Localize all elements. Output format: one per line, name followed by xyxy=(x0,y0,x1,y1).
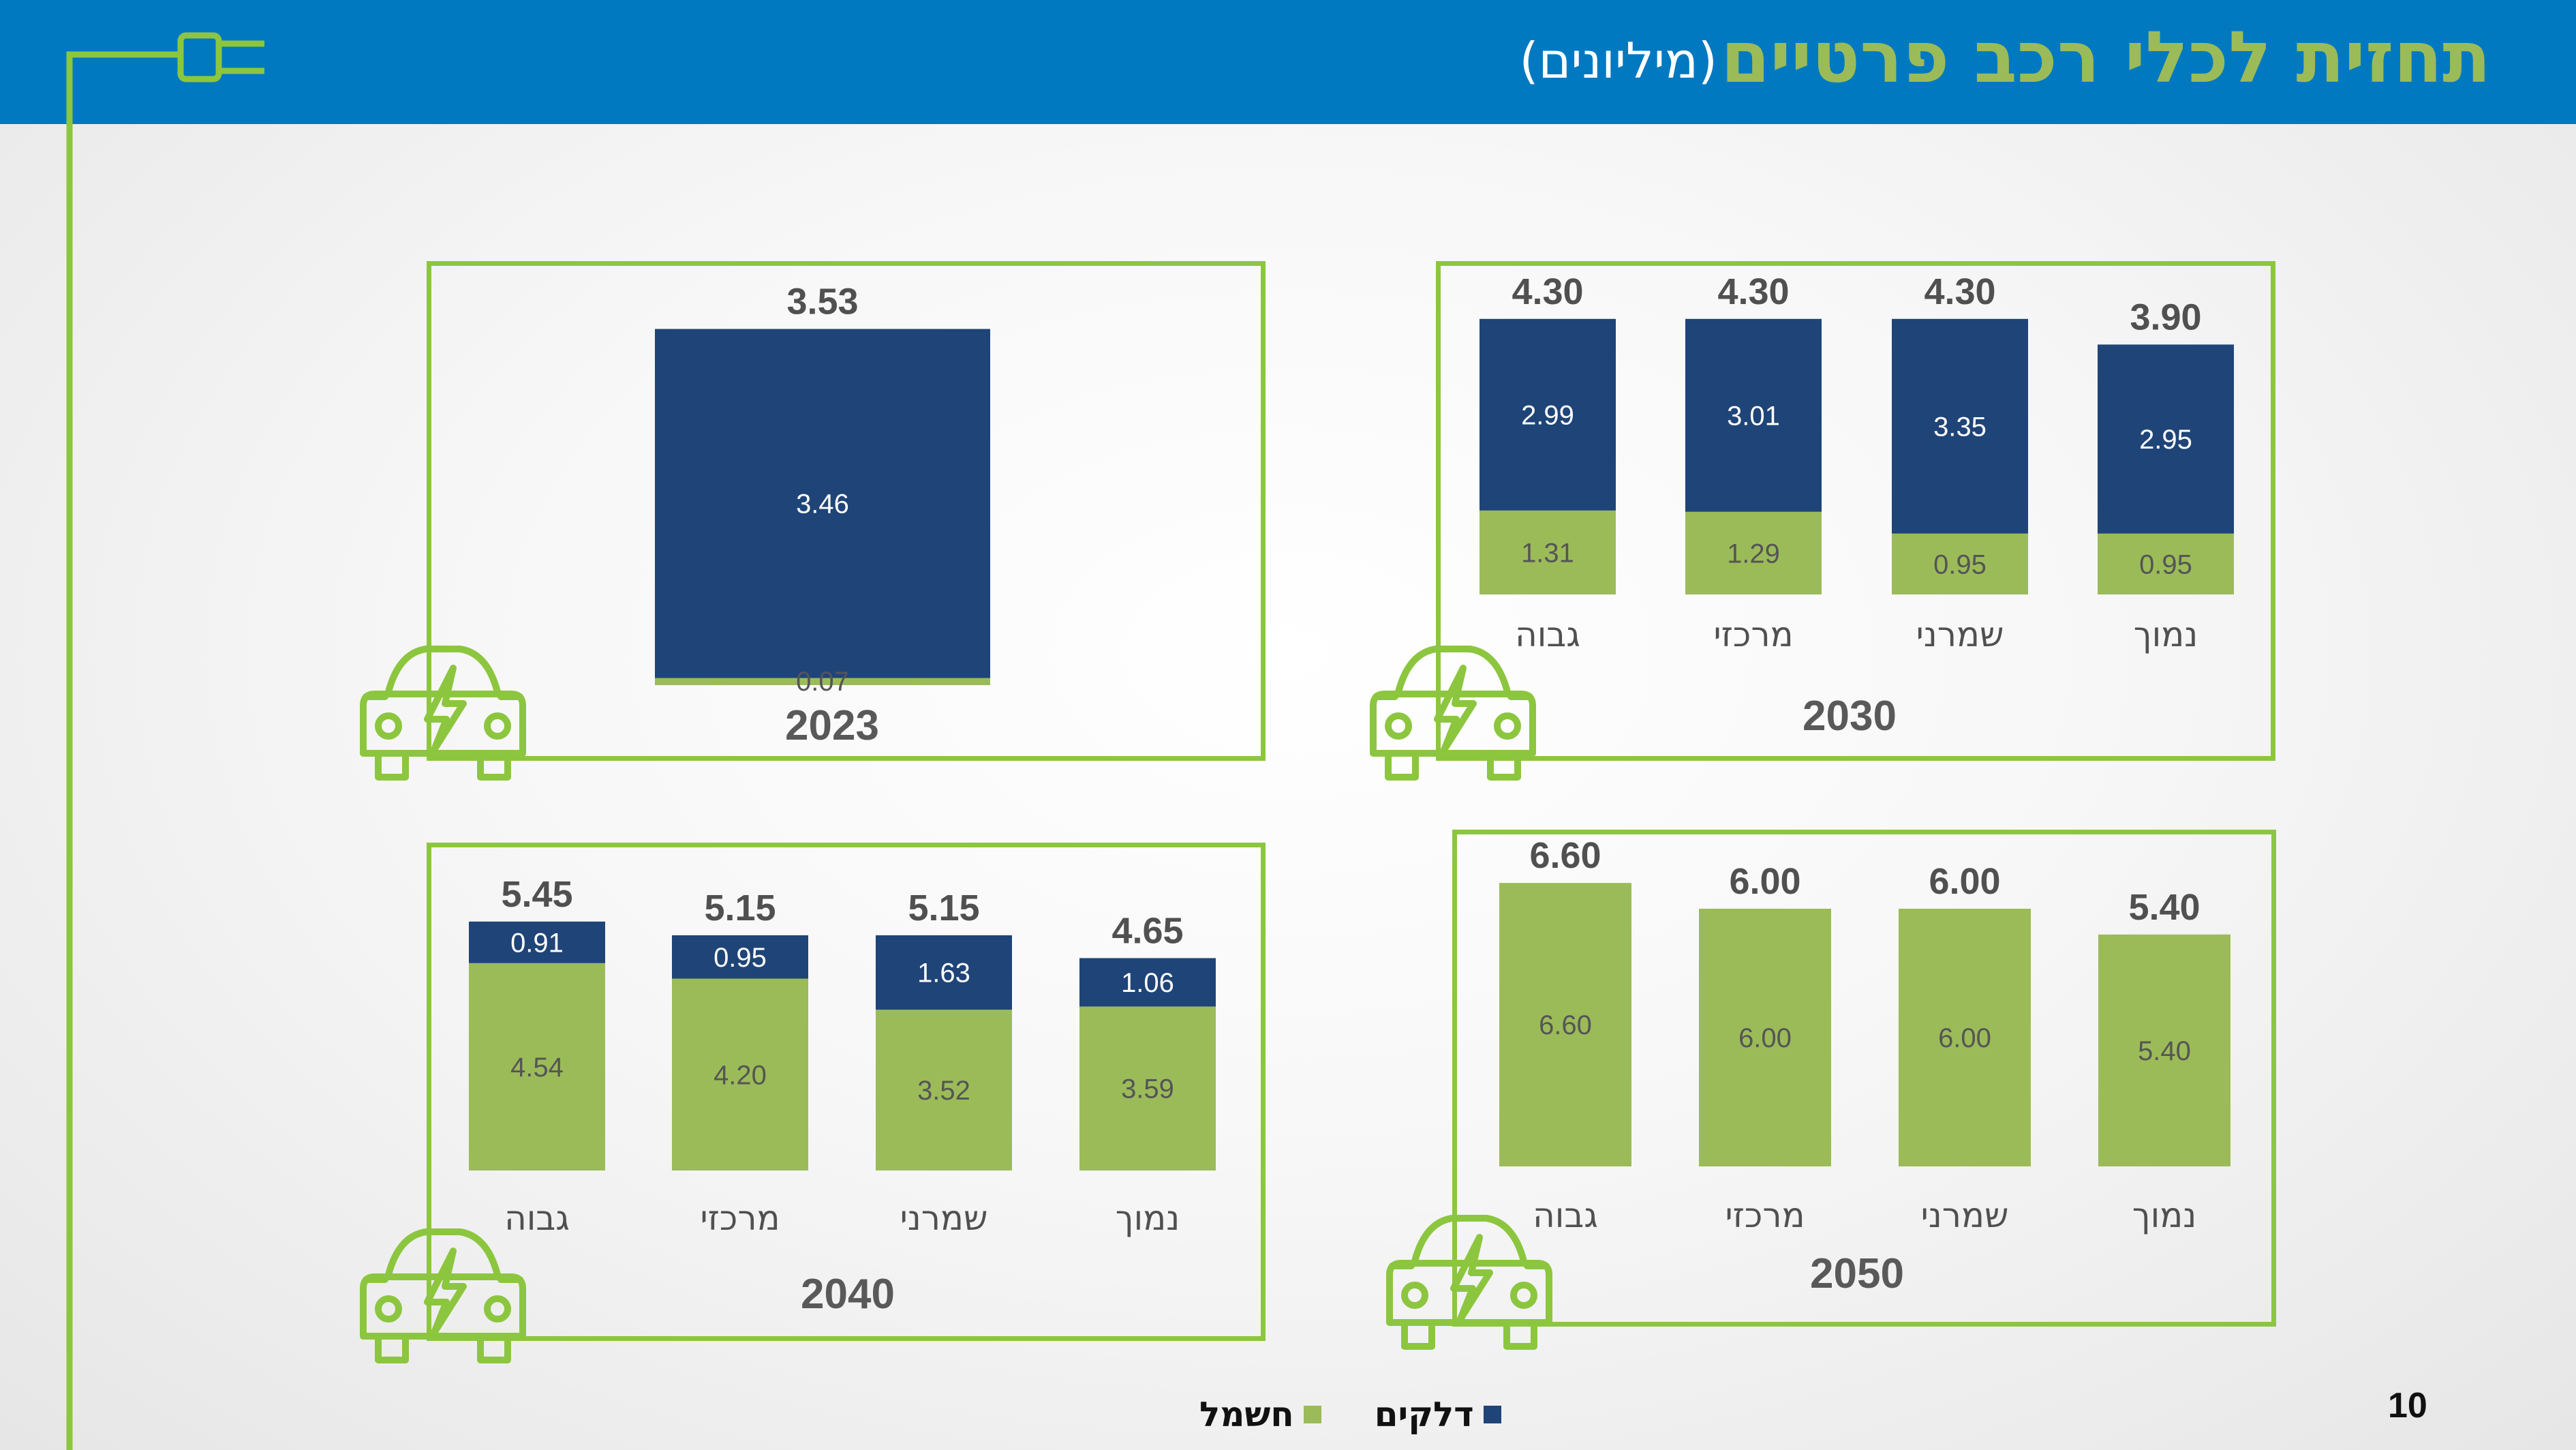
bar-electric xyxy=(1499,883,1631,1166)
data-label-electric: 4.54 xyxy=(510,1053,564,1083)
category-label: מרכזי xyxy=(1713,615,1793,654)
panel-2050 xyxy=(1452,830,2276,1327)
data-label-electric: 6.00 xyxy=(1938,1023,1991,1053)
page-subtitle: (מיליונים) xyxy=(1519,32,1717,89)
data-label-electric: 3.59 xyxy=(1121,1074,1174,1104)
legend: חשמל דלקים xyxy=(1199,1391,1501,1438)
page-title: תחזית לכלי רכב פרטיים xyxy=(1720,16,2491,99)
panel-2023 xyxy=(427,261,1266,761)
panel-2030 xyxy=(1436,261,2275,761)
bar-fuel xyxy=(469,921,605,963)
category-label: גבוה xyxy=(1533,1196,1598,1235)
bar-fuel xyxy=(655,329,990,678)
total-label: 4.30 xyxy=(1717,271,1789,312)
data-label-electric: 5.40 xyxy=(2138,1036,2191,1066)
data-label-fuel: 1.63 xyxy=(917,958,970,988)
bar-fuel xyxy=(1079,958,1216,1007)
bar-fuel xyxy=(876,935,1012,1010)
bar-fuel xyxy=(672,935,808,979)
category-label: שמרני xyxy=(1921,1196,2009,1235)
bar-electric xyxy=(1892,533,2028,594)
category-label: מרכזי xyxy=(1725,1196,1805,1235)
bar-electric xyxy=(1479,510,1616,594)
data-label-electric: 0.07 xyxy=(796,667,849,697)
total-label: 6.00 xyxy=(1729,861,1800,902)
data-label-fuel: 1.06 xyxy=(1121,968,1174,998)
bar-electric xyxy=(655,678,990,685)
chart-title: 2030 xyxy=(1803,693,1897,740)
total-label: 4.30 xyxy=(1512,271,1583,312)
panel-2040 xyxy=(427,843,1266,1341)
chart-title: 2040 xyxy=(801,1271,895,1318)
data-label-electric: 1.29 xyxy=(1727,539,1780,569)
chart-title: 2023 xyxy=(785,702,879,749)
total-label: 4.30 xyxy=(1924,271,1995,312)
category-label: נמוך xyxy=(2134,615,2198,654)
data-label-electric: 0.95 xyxy=(2139,549,2192,579)
bar-fuel xyxy=(2098,344,2234,534)
bar-electric xyxy=(2098,934,2230,1166)
total-label: 5.15 xyxy=(908,888,979,928)
total-label: 3.90 xyxy=(2130,297,2201,337)
electric-car-icon xyxy=(351,1224,535,1370)
data-label-electric: 3.52 xyxy=(917,1076,970,1106)
bar-electric xyxy=(469,963,605,1170)
legend-label-electric: חשמל xyxy=(1199,1395,1294,1434)
data-label-electric: 4.20 xyxy=(714,1060,767,1090)
legend-label-fuel: דלקים xyxy=(1374,1395,1474,1434)
data-label-electric: 6.00 xyxy=(1738,1023,1792,1053)
data-label-electric: 0.95 xyxy=(1933,549,1987,579)
bar-electric xyxy=(1899,909,2031,1166)
chart-title: 2050 xyxy=(1810,1250,1904,1297)
data-label-electric: 6.60 xyxy=(1539,1010,1592,1040)
chart-2023: 3.46 0.07 3.53 2023 xyxy=(655,282,990,749)
bar-fuel xyxy=(1892,318,2028,534)
category-label: נמוך xyxy=(1116,1198,1180,1238)
data-label-fuel: 3.01 xyxy=(1727,401,1780,431)
bar-electric xyxy=(1685,511,1822,594)
bar-electric xyxy=(2098,533,2234,594)
category-label: גבוה xyxy=(504,1198,570,1238)
chart-2050: 6.60 6.60 גבוה 6.00 6.00 מרכזי 6.00 6.00 שמרני 5.… xyxy=(1499,835,2230,1297)
bar-fuel xyxy=(1685,318,1822,512)
total-label: 5.40 xyxy=(2128,887,2200,928)
total-label: 6.00 xyxy=(1929,861,2000,902)
bar-electric xyxy=(672,978,808,1170)
plug-icon xyxy=(66,32,264,1450)
data-label-fuel: 3.35 xyxy=(1933,412,1987,442)
page-number: 10 xyxy=(2388,1386,2427,1425)
category-label: מרכזי xyxy=(700,1198,780,1238)
total-label: 4.65 xyxy=(1111,910,1183,951)
bar-electric xyxy=(1699,909,1831,1166)
legend-item-electric: חשמל xyxy=(1199,1395,1321,1434)
data-label-fuel: 0.91 xyxy=(510,928,564,958)
chart-2030: 2.99 1.31 4.30 גבוה 3.01 1.29 4.30 מרכזי 3.35 0.9… xyxy=(1479,271,2234,740)
bar-electric xyxy=(876,1010,1012,1170)
data-label-fuel: 0.95 xyxy=(714,943,767,973)
electric-car-icon xyxy=(1361,641,1545,787)
electric-car-icon xyxy=(351,641,535,787)
chart-2040: 0.91 4.54 5.45 גבוה 0.95 4.20 5.15 מרכזי 1.63 3.5… xyxy=(469,874,1216,1318)
data-label-electric: 1.31 xyxy=(1521,538,1574,568)
bar-electric xyxy=(1079,1006,1216,1170)
data-label-fuel: 2.95 xyxy=(2139,425,2192,455)
category-label: גבוה xyxy=(1515,615,1580,654)
category-label: שמרני xyxy=(900,1198,988,1238)
legend-swatch-electric xyxy=(1303,1406,1321,1423)
bar-fuel xyxy=(1479,318,1616,511)
data-label-fuel: 3.46 xyxy=(796,489,849,519)
header-bar xyxy=(0,0,2576,124)
total-label: 6.60 xyxy=(1529,835,1601,876)
legend-swatch-fuel xyxy=(1483,1406,1501,1423)
total-label: 5.45 xyxy=(501,874,572,915)
total-label: 3.53 xyxy=(786,282,858,322)
data-label-fuel: 2.99 xyxy=(1521,400,1574,430)
legend-item-fuel: דלקים xyxy=(1375,1395,1501,1434)
total-label: 5.15 xyxy=(704,888,776,928)
category-label: שמרני xyxy=(1916,615,2004,654)
electric-car-icon xyxy=(1377,1210,1561,1357)
category-label: נמוך xyxy=(2132,1196,2196,1235)
